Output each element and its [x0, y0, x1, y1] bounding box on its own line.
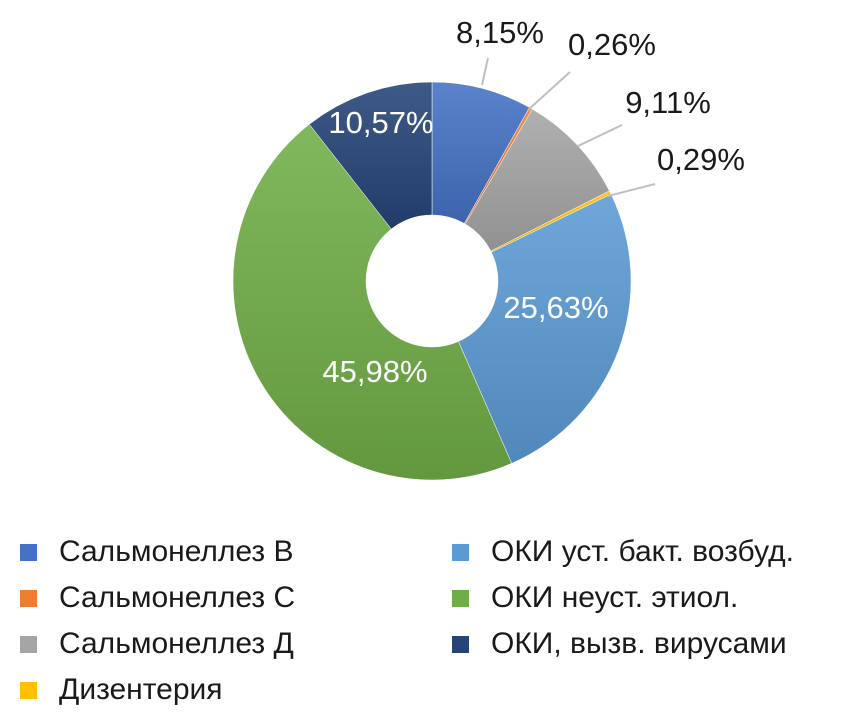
- data-label-dysentery: 0,29%: [657, 142, 745, 177]
- legend-item-dysentery: Дизентерия: [20, 670, 223, 710]
- slice-oki-viral: [308, 81, 433, 230]
- data-label-oki-bacterial: 25,63%: [503, 290, 608, 325]
- data-label-oki-viral: 10,57%: [328, 105, 433, 140]
- legend-item-oki-unknown: ОКИ неуст. этиол.: [452, 578, 738, 618]
- legend-swatch: [20, 589, 37, 607]
- slices-group: [232, 81, 632, 481]
- leader-line-salmonellosis-c: [527, 71, 571, 111]
- data-labels-group: 8,15% 0,26% 9,11% 0,29% 25,63% 45,98% 10,57%: [322, 15, 745, 389]
- leader-line-salmonellosis-b: [481, 57, 489, 86]
- legend-label: Дизентерия: [59, 673, 223, 706]
- data-label-salmonellosis-d: 9,11%: [625, 85, 711, 120]
- legend-item-oki-bacterial: ОКИ уст. бакт. возбуд.: [452, 532, 794, 572]
- legend-swatch: [452, 543, 469, 561]
- legend-item-oki-viral: ОКИ, вызв. вирусами: [452, 624, 787, 664]
- legend-item-salmonellosis-c: Сальмонеллез С: [20, 578, 295, 618]
- slice-oki-unknown: [232, 123, 513, 481]
- slice-oki-bacterial: [458, 193, 632, 464]
- legend-swatch: [452, 635, 469, 653]
- legend-label: ОКИ, вызв. вирусами: [491, 627, 787, 660]
- leader-line-salmonellosis-d: [577, 124, 623, 147]
- legend-item-salmonellosis-b: Сальмонеллез В: [20, 532, 294, 572]
- leader-lines-group: [481, 57, 656, 197]
- data-label-salmonellosis-b: 8,15%: [456, 15, 544, 50]
- legend-label: Сальмонеллез С: [59, 581, 296, 614]
- legend-swatch: [452, 589, 469, 607]
- legend-label: ОКИ неуст. этиол.: [491, 581, 739, 614]
- legend-item-salmonellosis-d: Сальмонеллез Д: [20, 624, 294, 664]
- leader-line-dysentery: [607, 183, 656, 197]
- legend: Сальмонеллез В ОКИ уст. бакт. возбуд. Са…: [0, 525, 864, 715]
- legend-swatch: [20, 543, 37, 561]
- data-label-oki-unknown: 45,98%: [322, 354, 427, 389]
- legend-swatch: [20, 681, 37, 699]
- data-label-salmonellosis-c: 0,26%: [568, 27, 656, 62]
- legend-label: ОКИ уст. бакт. возбуд.: [491, 535, 794, 568]
- legend-label: Сальмонеллез В: [59, 535, 294, 568]
- legend-label: Сальмонеллез Д: [59, 627, 294, 660]
- donut-chart: 8,15% 0,26% 9,11% 0,29% 25,63% 45,98% 10,57%: [232, 15, 745, 481]
- legend-swatch: [20, 635, 37, 653]
